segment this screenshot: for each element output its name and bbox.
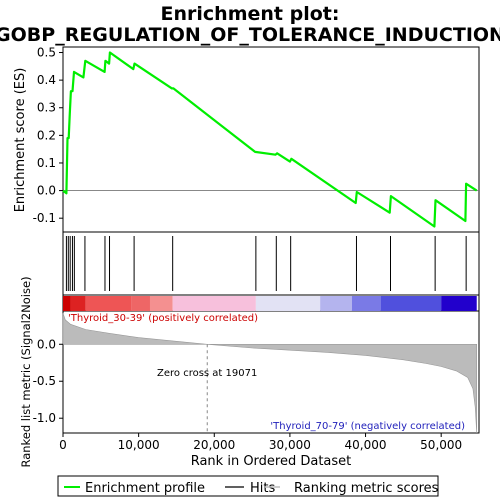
legend-metric-label: Ranking metric scores <box>294 481 439 496</box>
title-line-1: Enrichment plot: <box>161 3 340 25</box>
color-bar-segment <box>380 296 442 311</box>
xtick-label: 40,000 <box>345 438 387 452</box>
enrichment-profile-group <box>62 51 478 228</box>
metric-y-axis: -1.0 -0.5 0.0 <box>33 337 63 425</box>
es-ytick-label: 0.0 <box>37 184 56 198</box>
legend-hits-label: Hits <box>250 481 275 496</box>
metric-ytick-label: 0.0 <box>37 337 56 351</box>
es-ytick-label: -0.1 <box>33 211 56 225</box>
es-panel-frame <box>62 46 480 233</box>
positive-label: 'Thyroid_30-39' (positively correlated) <box>68 313 258 324</box>
metric-ytick-label: -1.0 <box>33 411 56 425</box>
enrichment-profile-line <box>62 51 478 228</box>
color-bar-segment <box>149 296 173 311</box>
x-axis: 0 10,000 20,000 30,000 40,000 50,000 <box>59 433 462 452</box>
es-ytick-label: 0.1 <box>37 156 56 170</box>
color-bar-segment <box>70 296 86 311</box>
xtick-label: 10,000 <box>118 438 160 452</box>
metric-panel-frame <box>62 310 480 434</box>
xtick-label: 0 <box>59 438 67 452</box>
color-bar-segment <box>85 296 132 311</box>
es-ytick-label: 0.4 <box>37 73 56 87</box>
legend-enrichment-label: Enrichment profile <box>85 481 205 496</box>
es-ytick-label: 0.2 <box>37 128 56 142</box>
xtick-label: 50,000 <box>420 438 462 452</box>
metric-y-label: Ranked list metric (Signal2Noise) <box>19 276 33 467</box>
hits-group <box>65 236 467 291</box>
hits-panel-frame <box>62 231 480 296</box>
color-bar-segment <box>320 296 352 311</box>
color-bar-segment <box>172 296 256 311</box>
es-ytick-label: 0.5 <box>37 46 56 60</box>
color-bar-segment <box>63 296 71 311</box>
legend-box <box>57 475 439 497</box>
xtick-label: 30,000 <box>269 438 311 452</box>
color-bar-segment <box>441 296 477 311</box>
es-ytick-label: 0.3 <box>37 101 56 115</box>
ranking-metric-area <box>62 313 477 434</box>
color-bar-segment <box>131 296 150 311</box>
color-bar <box>63 296 477 311</box>
es-y-axis: -0.1 0.0 0.1 0.2 0.3 0.4 0.5 <box>33 46 63 225</box>
negative-label: 'Thyroid_70-79' (negatively correlated) <box>270 421 465 432</box>
x-axis-label: Rank in Ordered Dataset <box>191 454 352 469</box>
zero-cross-label: Zero cross at 19071 <box>157 368 257 379</box>
color-bar-segment <box>255 296 321 311</box>
metric-group <box>62 313 477 434</box>
title-line-2: GOBP_REGULATION_OF_TOLERANCE_INDUCTION <box>0 24 500 46</box>
metric-ytick-label: -0.5 <box>33 374 56 388</box>
xtick-label: 20,000 <box>193 438 235 452</box>
es-y-label: Enrichment score (ES) <box>13 68 28 213</box>
color-bar-segment <box>351 296 381 311</box>
